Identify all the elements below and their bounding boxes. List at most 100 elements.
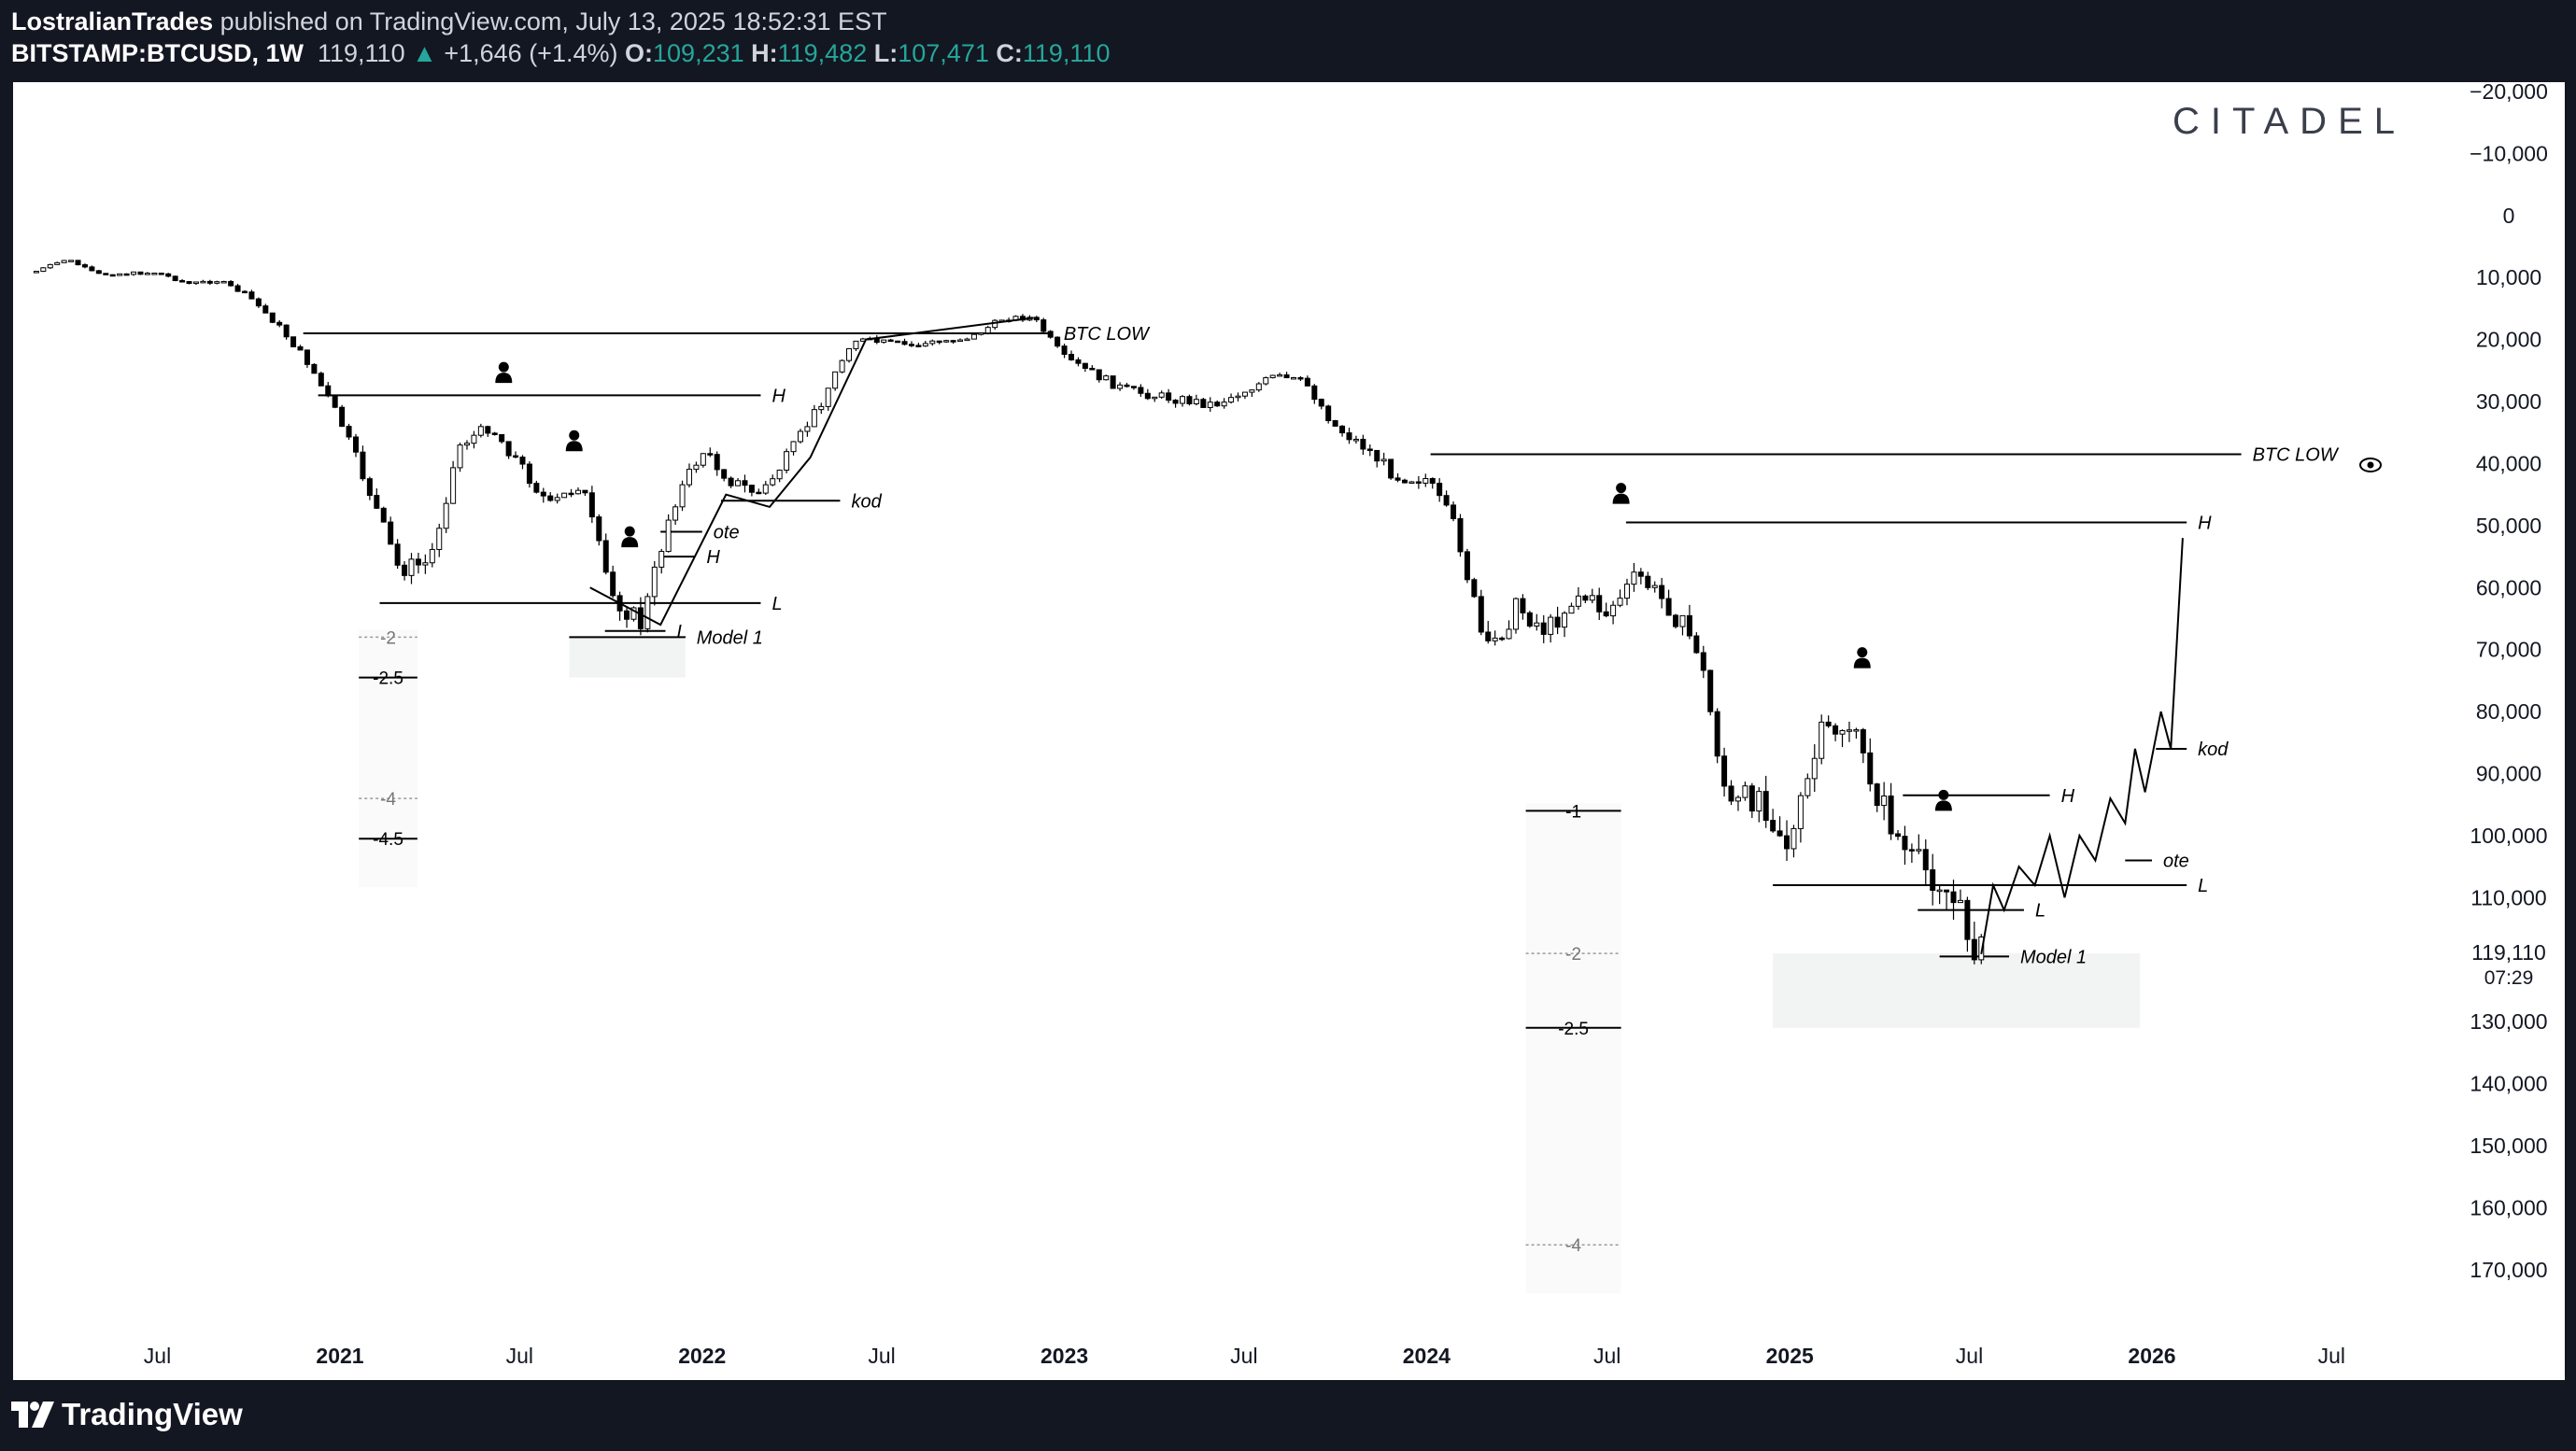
candle-body[interactable] — [547, 495, 554, 501]
candle-body[interactable] — [756, 491, 762, 495]
candle-body[interactable] — [1568, 605, 1575, 614]
candle-body[interactable] — [1548, 616, 1554, 635]
candle-body[interactable] — [1061, 345, 1068, 355]
candle-body[interactable] — [728, 477, 734, 486]
candle-body[interactable] — [825, 387, 831, 407]
candle-body[interactable] — [1819, 721, 1825, 759]
candle-body[interactable] — [513, 455, 519, 458]
candle-body[interactable] — [283, 324, 290, 338]
candle-body[interactable] — [1186, 396, 1193, 404]
candle-body[interactable] — [1075, 359, 1082, 364]
candle-body[interactable] — [1971, 938, 1977, 961]
candle-body[interactable] — [1277, 373, 1283, 377]
candle-body[interactable] — [970, 333, 977, 340]
candle-body[interactable] — [1930, 869, 1936, 892]
candle-body[interactable] — [81, 264, 88, 268]
candle-body[interactable] — [40, 267, 47, 273]
candle-body[interactable] — [262, 305, 269, 314]
candle-body[interactable] — [1318, 399, 1324, 407]
candle-body[interactable] — [1033, 317, 1040, 321]
candle-body[interactable] — [797, 430, 803, 443]
candle-body[interactable] — [943, 340, 950, 343]
candle-body[interactable] — [936, 340, 942, 344]
candle-body[interactable] — [1110, 375, 1116, 389]
candle-body[interactable] — [200, 280, 206, 284]
candle-body[interactable] — [1374, 449, 1380, 462]
candle-body[interactable] — [61, 260, 67, 263]
candle-body[interactable] — [131, 271, 137, 275]
candle-body[interactable] — [1776, 830, 1783, 837]
candle-body[interactable] — [228, 280, 234, 287]
candle-body[interactable] — [144, 273, 150, 275]
candle-body[interactable] — [1659, 585, 1665, 599]
candle-body[interactable] — [1784, 835, 1790, 850]
candle-body[interactable] — [700, 453, 706, 466]
candle-body[interactable] — [318, 373, 324, 387]
candle-body[interactable] — [1339, 425, 1346, 434]
candle-body[interactable] — [332, 395, 338, 408]
candle-body[interactable] — [248, 291, 255, 300]
candle-body[interactable] — [380, 507, 387, 523]
candle-body[interactable] — [665, 519, 672, 553]
candle-body[interactable] — [1138, 387, 1144, 394]
candle-body[interactable] — [762, 484, 769, 494]
candle-body[interactable] — [602, 540, 609, 573]
candle-body[interactable] — [1860, 729, 1866, 754]
candle-body[interactable] — [491, 432, 498, 435]
candle-body[interactable] — [422, 562, 429, 566]
candle-body[interactable] — [582, 489, 588, 494]
candle-body[interactable] — [123, 273, 130, 276]
candle-body[interactable] — [1881, 796, 1888, 807]
candle-body[interactable] — [1651, 585, 1658, 588]
candle-body[interactable] — [881, 339, 887, 344]
candle-body[interactable] — [721, 469, 728, 479]
candle-body[interactable] — [1366, 448, 1373, 451]
candle-body[interactable] — [471, 434, 477, 444]
candle-body[interactable] — [846, 347, 853, 361]
candle-body[interactable] — [1478, 596, 1484, 633]
candle-body[interactable] — [1534, 622, 1540, 627]
candle-body[interactable] — [1485, 631, 1492, 641]
projection-2025[interactable] — [1980, 538, 2184, 954]
candle-body[interactable] — [1451, 504, 1457, 519]
candle-body[interactable] — [1617, 598, 1623, 606]
candle-body[interactable] — [1235, 395, 1241, 399]
candle-body[interactable] — [47, 263, 53, 269]
candle-body[interactable] — [304, 349, 310, 365]
candle-body[interactable] — [776, 470, 783, 480]
candle-body[interactable] — [366, 478, 373, 497]
candle-body[interactable] — [276, 321, 283, 326]
candle-body[interactable] — [1589, 595, 1595, 601]
tradingview-logo[interactable]: TradingView — [11, 1397, 243, 1432]
candle-body[interactable] — [457, 444, 463, 469]
candle-body[interactable] — [624, 610, 630, 620]
candle-body[interactable] — [707, 453, 714, 456]
candle-body[interactable] — [984, 327, 991, 334]
candle-body[interactable] — [1520, 598, 1526, 613]
candle-body[interactable] — [658, 551, 665, 568]
candle-body[interactable] — [214, 281, 220, 284]
candle-body[interactable] — [1665, 598, 1672, 616]
candle-body[interactable] — [540, 491, 546, 497]
candle-body[interactable] — [1429, 478, 1436, 485]
candle-body[interactable] — [1158, 392, 1165, 398]
candle-body[interactable] — [54, 261, 61, 265]
candle-body[interactable] — [1069, 353, 1075, 360]
candle-body[interactable] — [1130, 386, 1137, 388]
candle-body[interactable] — [402, 564, 408, 576]
candle-body[interactable] — [596, 516, 602, 542]
candle-body[interactable] — [1471, 579, 1478, 598]
candle-body[interactable] — [220, 280, 227, 284]
candle-body[interactable] — [1748, 785, 1755, 812]
candle-body[interactable] — [533, 483, 540, 493]
candle-body[interactable] — [950, 340, 956, 343]
candle-body[interactable] — [1166, 392, 1172, 401]
candle-body[interactable] — [179, 280, 186, 283]
candle-body[interactable] — [1610, 604, 1617, 617]
candle-body[interactable] — [463, 443, 470, 446]
candle-body[interactable] — [1790, 827, 1797, 850]
candle-body[interactable] — [172, 275, 178, 282]
candle-body[interactable] — [908, 344, 914, 346]
symbol-name[interactable]: BITSTAMP:BTCUSD, 1W — [11, 39, 304, 67]
